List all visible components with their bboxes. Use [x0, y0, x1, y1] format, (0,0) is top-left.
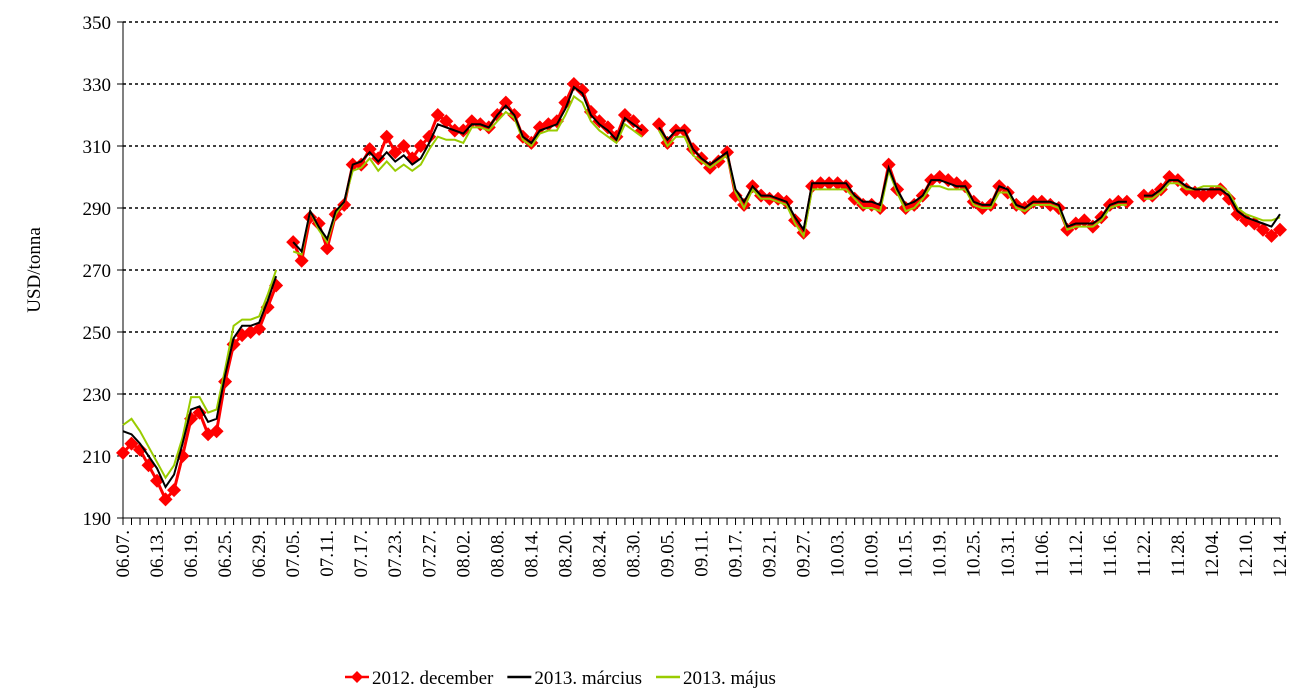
x-tick-label: 11.22. [1134, 530, 1155, 577]
x-tick-label: 09.27. [794, 530, 815, 578]
marker [141, 458, 156, 473]
x-tick-label: 06.13. [147, 530, 168, 578]
legend-label: 2012. december [372, 668, 494, 688]
marker [881, 157, 896, 172]
x-tick-label: 08.08. [487, 530, 508, 578]
y-tick-label: 290 [83, 199, 112, 220]
x-tick-label: 12.14. [1270, 530, 1291, 578]
marker [600, 120, 615, 135]
x-tick-label: 09.17. [726, 530, 747, 578]
y-tick-label: 210 [83, 447, 112, 468]
x-tick-label: 07.11. [317, 530, 338, 577]
x-tick-label: 07.27. [419, 530, 440, 578]
x-tick-label: 08.02. [453, 530, 474, 578]
x-tick-label: 11.12. [1066, 530, 1087, 577]
x-tick-label: 12.04. [1202, 530, 1223, 578]
y-tick-label: 330 [83, 75, 112, 96]
marker [133, 442, 148, 457]
marker [320, 241, 335, 256]
x-tick-label: 08.14. [521, 530, 542, 578]
x-tick-label: 06.25. [215, 530, 236, 578]
x-tick-label: 09.05. [657, 530, 678, 578]
y-tick-label: 230 [83, 385, 112, 406]
marker [617, 108, 632, 122]
series-line [122, 85, 1281, 490]
marker [456, 123, 471, 138]
marker [592, 114, 607, 129]
x-tick-label: 09.11. [692, 530, 713, 577]
y-axis-label: USD/tonna [24, 227, 45, 313]
marker [396, 139, 411, 153]
marker [388, 145, 403, 160]
y-tick-label: 190 [83, 509, 112, 530]
x-tick-label: 10.09. [862, 530, 883, 578]
marker [167, 483, 182, 498]
x-tick-label: 08.20. [555, 530, 576, 578]
series-line [122, 94, 1281, 480]
marker [566, 77, 581, 91]
y-tick-label: 270 [83, 261, 112, 282]
x-tick-label: 08.30. [623, 530, 644, 578]
x-tick-label: 10.03. [828, 530, 849, 578]
x-tick-label: 07.05. [283, 530, 304, 578]
legend-label: 2013. március [534, 668, 642, 688]
x-tick-label: 10.31. [998, 530, 1019, 578]
x-tick-label: 11.28. [1168, 530, 1189, 577]
legend-marker [351, 671, 363, 683]
marker [430, 108, 445, 122]
y-tick-label: 250 [83, 323, 112, 344]
marker [116, 445, 130, 460]
x-tick-label: 11.06. [1032, 530, 1053, 577]
marker [362, 142, 377, 157]
marker [252, 321, 267, 336]
marker [158, 492, 173, 507]
x-tick-label: 10.19. [930, 530, 951, 578]
x-tick-label: 11.16. [1100, 530, 1121, 577]
marker [575, 83, 590, 98]
marker [1255, 222, 1270, 237]
marker [1264, 228, 1279, 243]
x-tick-label: 07.17. [351, 530, 372, 578]
marker [439, 114, 454, 129]
marker [124, 436, 139, 451]
marker [192, 405, 207, 420]
x-tick-label: 10.15. [896, 530, 917, 578]
x-tick-label: 06.29. [249, 530, 270, 578]
marker [626, 114, 641, 129]
y-tick-label: 310 [83, 137, 112, 158]
y-tick-label: 350 [83, 13, 112, 34]
marker [498, 95, 513, 110]
marker [651, 117, 666, 132]
x-tick-label: 09.21. [760, 530, 781, 578]
marker [371, 151, 386, 166]
x-tick-label: 08.24. [589, 530, 610, 578]
x-tick-label: 12.10. [1236, 530, 1257, 578]
marker [413, 139, 428, 153]
x-tick-label: 07.23. [385, 530, 406, 578]
x-tick-label: 06.19. [181, 530, 202, 578]
marker [294, 253, 309, 268]
x-tick-label: 06.07. [113, 530, 134, 578]
marker [1273, 222, 1287, 237]
x-tick-label: 10.25. [964, 530, 985, 578]
marker [379, 129, 394, 144]
marker [209, 424, 224, 439]
legend-label: 2013. május [683, 668, 776, 688]
